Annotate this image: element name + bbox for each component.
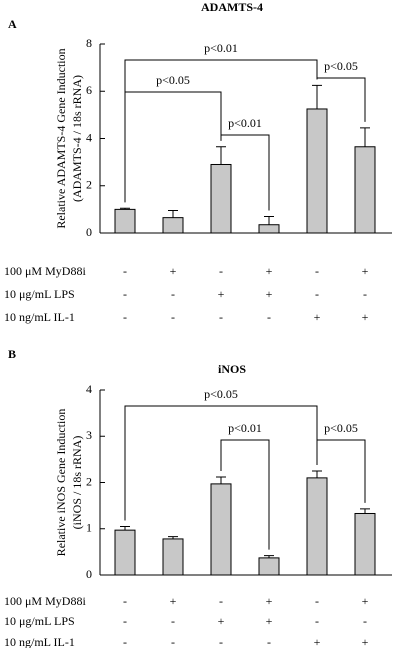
treatment-sign: + [218, 614, 225, 628]
bar [306, 477, 328, 576]
treatment-sign: - [171, 635, 175, 648]
treatment-sign: - [315, 264, 319, 278]
treatment-sign: - [363, 614, 367, 628]
y-axis-label: (iNOS / 18s rRNA) [70, 436, 84, 530]
treatment-sign: - [123, 287, 127, 301]
y-axis-label: Relative iNOS Gene Induction [54, 409, 68, 557]
bar [258, 224, 280, 234]
treatment-sign: + [314, 310, 321, 324]
treatment-label: 10 μg/mL LPS [4, 287, 75, 301]
bar [354, 146, 376, 234]
bar [306, 108, 328, 234]
treatment-sign: + [362, 635, 369, 648]
bar [210, 163, 232, 234]
significance-bracket [220, 439, 270, 550]
treatment-sign: - [267, 310, 271, 324]
y-tick-label: 1 [86, 521, 92, 535]
error-bar [216, 476, 226, 484]
treatment-sign: + [266, 264, 273, 278]
significance-bracket [124, 91, 222, 203]
treatment-sign: + [170, 594, 177, 608]
y-tick-label: 0 [86, 225, 92, 239]
treatment-label: 10 ng/mL IL-1 [4, 635, 75, 648]
treatment-sign: - [219, 594, 223, 608]
error-bar [312, 84, 322, 109]
treatment-sign: + [362, 264, 369, 278]
treatment-sign: - [363, 287, 367, 301]
y-tick-label: 6 [86, 83, 92, 97]
significance-bracket [316, 439, 366, 503]
y-tick-label: 2 [86, 474, 92, 488]
error-bar [168, 210, 178, 218]
error-bar [264, 215, 274, 225]
chart-title: ADAMTS-4 [201, 0, 263, 14]
y-axis-label: (ADAMTS-4 / 18s rRNA) [70, 75, 84, 202]
treatment-sign: - [315, 594, 319, 608]
error-bar [264, 555, 274, 558]
bar [162, 538, 184, 576]
treatment-label: 100 μM MyD88i [4, 264, 86, 278]
error-bar [360, 508, 370, 514]
treatment-sign: - [267, 635, 271, 648]
treatment-label: 100 μM MyD88i [4, 594, 86, 608]
y-tick-label: 3 [86, 428, 92, 442]
significance-label: p<0.01 [204, 41, 238, 55]
error-bar [360, 127, 370, 147]
y-tick-label: 2 [86, 178, 92, 192]
treatment-sign: + [170, 264, 177, 278]
treatment-sign: - [123, 594, 127, 608]
error-bar [216, 146, 226, 165]
significance-label: p<0.01 [228, 116, 262, 130]
error-bar [120, 207, 130, 210]
error-bar [168, 536, 178, 539]
chart-title: iNOS [218, 362, 246, 376]
y-tick-label: 4 [86, 130, 92, 144]
bar [114, 529, 136, 576]
treatment-sign: + [266, 614, 273, 628]
treatment-sign: + [266, 594, 273, 608]
treatment-sign: + [362, 310, 369, 324]
treatment-sign: - [315, 287, 319, 301]
bar [210, 483, 232, 576]
treatment-label: 10 μg/mL LPS [4, 614, 75, 628]
treatment-sign: - [171, 614, 175, 628]
significance-label: p<0.05 [204, 387, 238, 401]
y-tick-label: 4 [86, 382, 92, 396]
treatment-sign: - [171, 287, 175, 301]
significance-bracket [124, 405, 318, 521]
bar [162, 217, 184, 234]
y-tick-label: 0 [86, 567, 92, 581]
significance-label: p<0.05 [156, 73, 190, 87]
significance-label: p<0.05 [324, 59, 358, 73]
bar [114, 208, 136, 234]
bar [258, 557, 280, 576]
error-bar [312, 470, 322, 478]
significance-bracket [220, 134, 270, 211]
treatment-sign: - [315, 614, 319, 628]
y-tick-label: 8 [86, 36, 92, 50]
treatment-sign: - [123, 310, 127, 324]
treatment-sign: + [362, 594, 369, 608]
bar [354, 512, 376, 576]
y-axis-label: Relative ADAMTS-4 Gene Induction [54, 48, 68, 228]
significance-label: p<0.01 [228, 421, 262, 435]
treatment-sign: - [219, 635, 223, 648]
treatment-sign: + [218, 287, 225, 301]
treatment-label: 10 ng/mL IL-1 [4, 310, 75, 324]
panel-label: A [8, 17, 17, 31]
treatment-sign: - [219, 264, 223, 278]
treatment-sign: + [266, 287, 273, 301]
significance-bracket [316, 77, 366, 122]
treatment-sign: - [219, 310, 223, 324]
error-bar [120, 525, 130, 531]
significance-label: p<0.05 [324, 421, 358, 435]
panel-label: B [8, 347, 16, 361]
treatment-sign: - [171, 310, 175, 324]
treatment-sign: - [123, 614, 127, 628]
treatment-sign: - [123, 635, 127, 648]
treatment-sign: + [314, 635, 321, 648]
treatment-sign: - [123, 264, 127, 278]
